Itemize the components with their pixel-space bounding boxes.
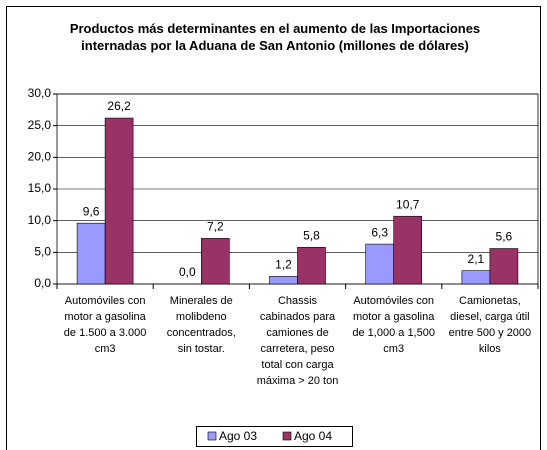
legend-label: Ago 03 (219, 429, 257, 443)
x-tick-label: Minerales de molibdeno concentrados, sin… (166, 295, 236, 355)
data-label: 7,2 (207, 220, 224, 234)
y-tick-label: 25,0 (28, 118, 52, 132)
chart-title: Productos más determinantes en el aument… (69, 21, 481, 53)
x-tick-label: Automóviles con motor a gasolina de 1.50… (63, 295, 147, 355)
bar (269, 276, 298, 285)
x-tick-label: Camionetas, diesel, carga útil entre 500… (448, 295, 532, 355)
data-label: 0,0 (179, 265, 196, 279)
y-tick-label: 0,0 (34, 276, 51, 290)
data-label: 26,2 (107, 99, 131, 113)
y-tick-label: 10,0 (28, 213, 52, 227)
y-tick-label: 20,0 (28, 150, 52, 164)
data-label: 5,8 (303, 228, 320, 242)
legend-swatch (282, 431, 292, 441)
bar (104, 117, 134, 285)
x-tick-label: Chassis cabinados para camiones de carre… (256, 295, 339, 387)
data-label: 5,6 (496, 230, 513, 244)
legend-swatch (207, 431, 217, 441)
x-tick-label: Automóviles con motor a gasolina de 1,00… (352, 295, 435, 355)
bar (201, 238, 230, 285)
bar (489, 248, 519, 285)
bar (461, 270, 491, 285)
legend-label: Ago 04 (294, 429, 332, 443)
data-label: 2,1 (468, 252, 485, 266)
legend-box (196, 426, 353, 447)
y-tick-label: 5,0 (34, 245, 51, 259)
data-label: 10,7 (396, 197, 420, 211)
bar (297, 246, 326, 285)
y-tick-label: 30,0 (28, 86, 52, 100)
data-label: 6,3 (371, 225, 388, 239)
bar (393, 215, 423, 285)
data-label: 9,6 (83, 204, 100, 218)
data-label: 1,2 (275, 258, 292, 272)
y-tick-label: 15,0 (28, 181, 52, 195)
bar (365, 243, 395, 285)
bar (76, 222, 106, 285)
